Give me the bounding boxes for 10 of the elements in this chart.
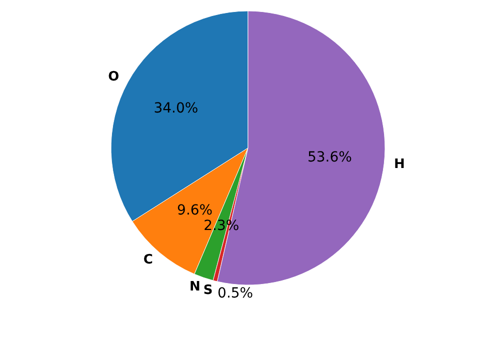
- data-label: 53.6%: [307, 149, 352, 166]
- data-label: 9.6%: [177, 202, 213, 219]
- data-label: 2.3%: [204, 218, 240, 234]
- slice-label: C: [143, 252, 153, 268]
- slice-label: O: [108, 70, 120, 85]
- data-label: 34.0%: [154, 100, 198, 116]
- data-label: 0.5%: [218, 286, 254, 302]
- slice-label: N: [189, 280, 200, 295]
- slice-label: S: [203, 283, 213, 298]
- slice-label: H: [394, 157, 405, 172]
